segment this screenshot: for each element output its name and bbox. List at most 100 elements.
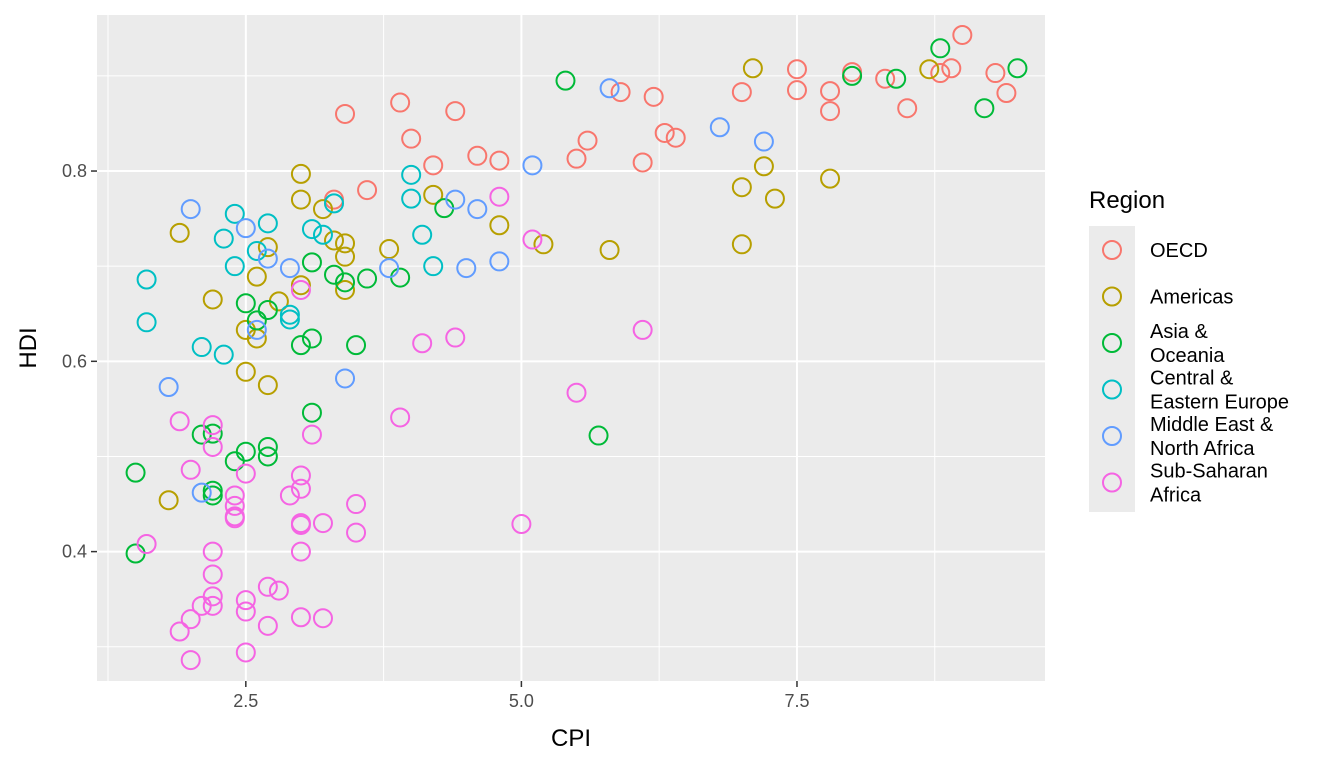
data-point xyxy=(235,590,256,611)
data-point xyxy=(941,58,962,79)
data-point xyxy=(202,436,223,457)
legend-label: Americas xyxy=(1150,287,1233,309)
data-point xyxy=(301,219,322,240)
data-point xyxy=(290,335,311,356)
y-tick-label: 0.4 xyxy=(62,542,87,562)
data-point xyxy=(786,59,807,80)
x-tick-label: 7.5 xyxy=(784,691,809,711)
data-point xyxy=(290,163,311,184)
data-point xyxy=(709,117,730,138)
data-point xyxy=(566,382,587,403)
data-point xyxy=(279,309,300,330)
data-point xyxy=(886,68,907,89)
data-point xyxy=(401,128,422,149)
data-point xyxy=(136,269,157,290)
data-point xyxy=(224,506,245,527)
data-point xyxy=(279,304,300,325)
data-point xyxy=(202,586,223,607)
data-point xyxy=(290,189,311,210)
legend-label: Sub-Saharan xyxy=(1150,461,1268,483)
data-point xyxy=(919,59,940,80)
legend-label: Eastern Europe xyxy=(1150,392,1289,414)
data-point xyxy=(324,264,344,285)
data-point xyxy=(379,258,400,279)
data-point xyxy=(390,92,411,113)
y-tick-label: 0.6 xyxy=(62,351,87,371)
data-point xyxy=(588,425,609,446)
data-point xyxy=(643,86,664,107)
data-point xyxy=(665,127,686,148)
legend-key xyxy=(1102,426,1122,446)
data-point xyxy=(257,446,278,467)
legend-key xyxy=(1102,472,1122,493)
data-point xyxy=(290,541,311,562)
data-point xyxy=(897,98,918,119)
data-point xyxy=(764,188,785,209)
data-point xyxy=(235,642,256,663)
data-point xyxy=(136,533,157,554)
data-point xyxy=(257,248,278,269)
data-point xyxy=(279,258,300,279)
data-point xyxy=(335,368,356,389)
data-point xyxy=(566,148,587,169)
data-point xyxy=(257,213,278,234)
data-point xyxy=(246,310,267,331)
major-gridlines xyxy=(97,15,1045,681)
x-axis-title: CPI xyxy=(551,725,591,752)
data-point xyxy=(180,199,201,220)
data-point xyxy=(379,239,400,260)
data-point xyxy=(180,459,201,480)
data-point xyxy=(169,411,190,432)
data-point xyxy=(346,522,367,543)
data-point xyxy=(301,328,322,349)
data-point xyxy=(731,177,752,198)
data-point xyxy=(1007,58,1028,79)
data-point xyxy=(930,63,951,84)
data-point xyxy=(654,122,675,143)
data-point xyxy=(930,38,951,59)
legend-label: Africa xyxy=(1150,485,1202,507)
data-point xyxy=(632,319,653,340)
data-point xyxy=(335,272,356,293)
data-point xyxy=(423,155,444,176)
x-axis-ticks: 2.5 5.0 7.5 xyxy=(233,681,809,711)
legend-label: Asia & xyxy=(1150,321,1208,343)
data-point xyxy=(290,465,311,486)
data-point xyxy=(401,188,422,209)
data-point xyxy=(158,377,179,398)
data-point xyxy=(753,131,774,152)
data-point xyxy=(180,650,201,671)
data-point xyxy=(335,233,356,254)
data-point xyxy=(169,222,190,243)
data-point xyxy=(191,482,212,503)
data-point xyxy=(489,251,510,272)
data-point xyxy=(213,344,234,365)
data-point xyxy=(423,256,444,277)
legend-key-background xyxy=(1089,226,1135,512)
data-point xyxy=(875,68,896,89)
data-point xyxy=(996,83,1017,104)
data-point xyxy=(555,70,576,91)
data-point xyxy=(235,293,256,314)
data-point xyxy=(202,415,223,436)
data-point xyxy=(742,58,763,79)
data-point xyxy=(610,82,631,103)
data-point xyxy=(985,63,1006,84)
legend-label: Oceania xyxy=(1150,345,1225,367)
data-point xyxy=(412,333,433,354)
data-point xyxy=(246,240,267,261)
data-point xyxy=(301,402,322,423)
data-point xyxy=(489,215,510,236)
data-point xyxy=(169,621,190,642)
data-point xyxy=(312,199,333,220)
data-point xyxy=(257,576,278,597)
data-point xyxy=(257,615,278,636)
legend-label: OECD xyxy=(1150,240,1208,262)
data-point xyxy=(731,234,752,255)
data-point xyxy=(125,462,146,483)
data-point xyxy=(290,514,311,535)
legend-key xyxy=(1102,379,1122,400)
data-point xyxy=(224,203,245,224)
